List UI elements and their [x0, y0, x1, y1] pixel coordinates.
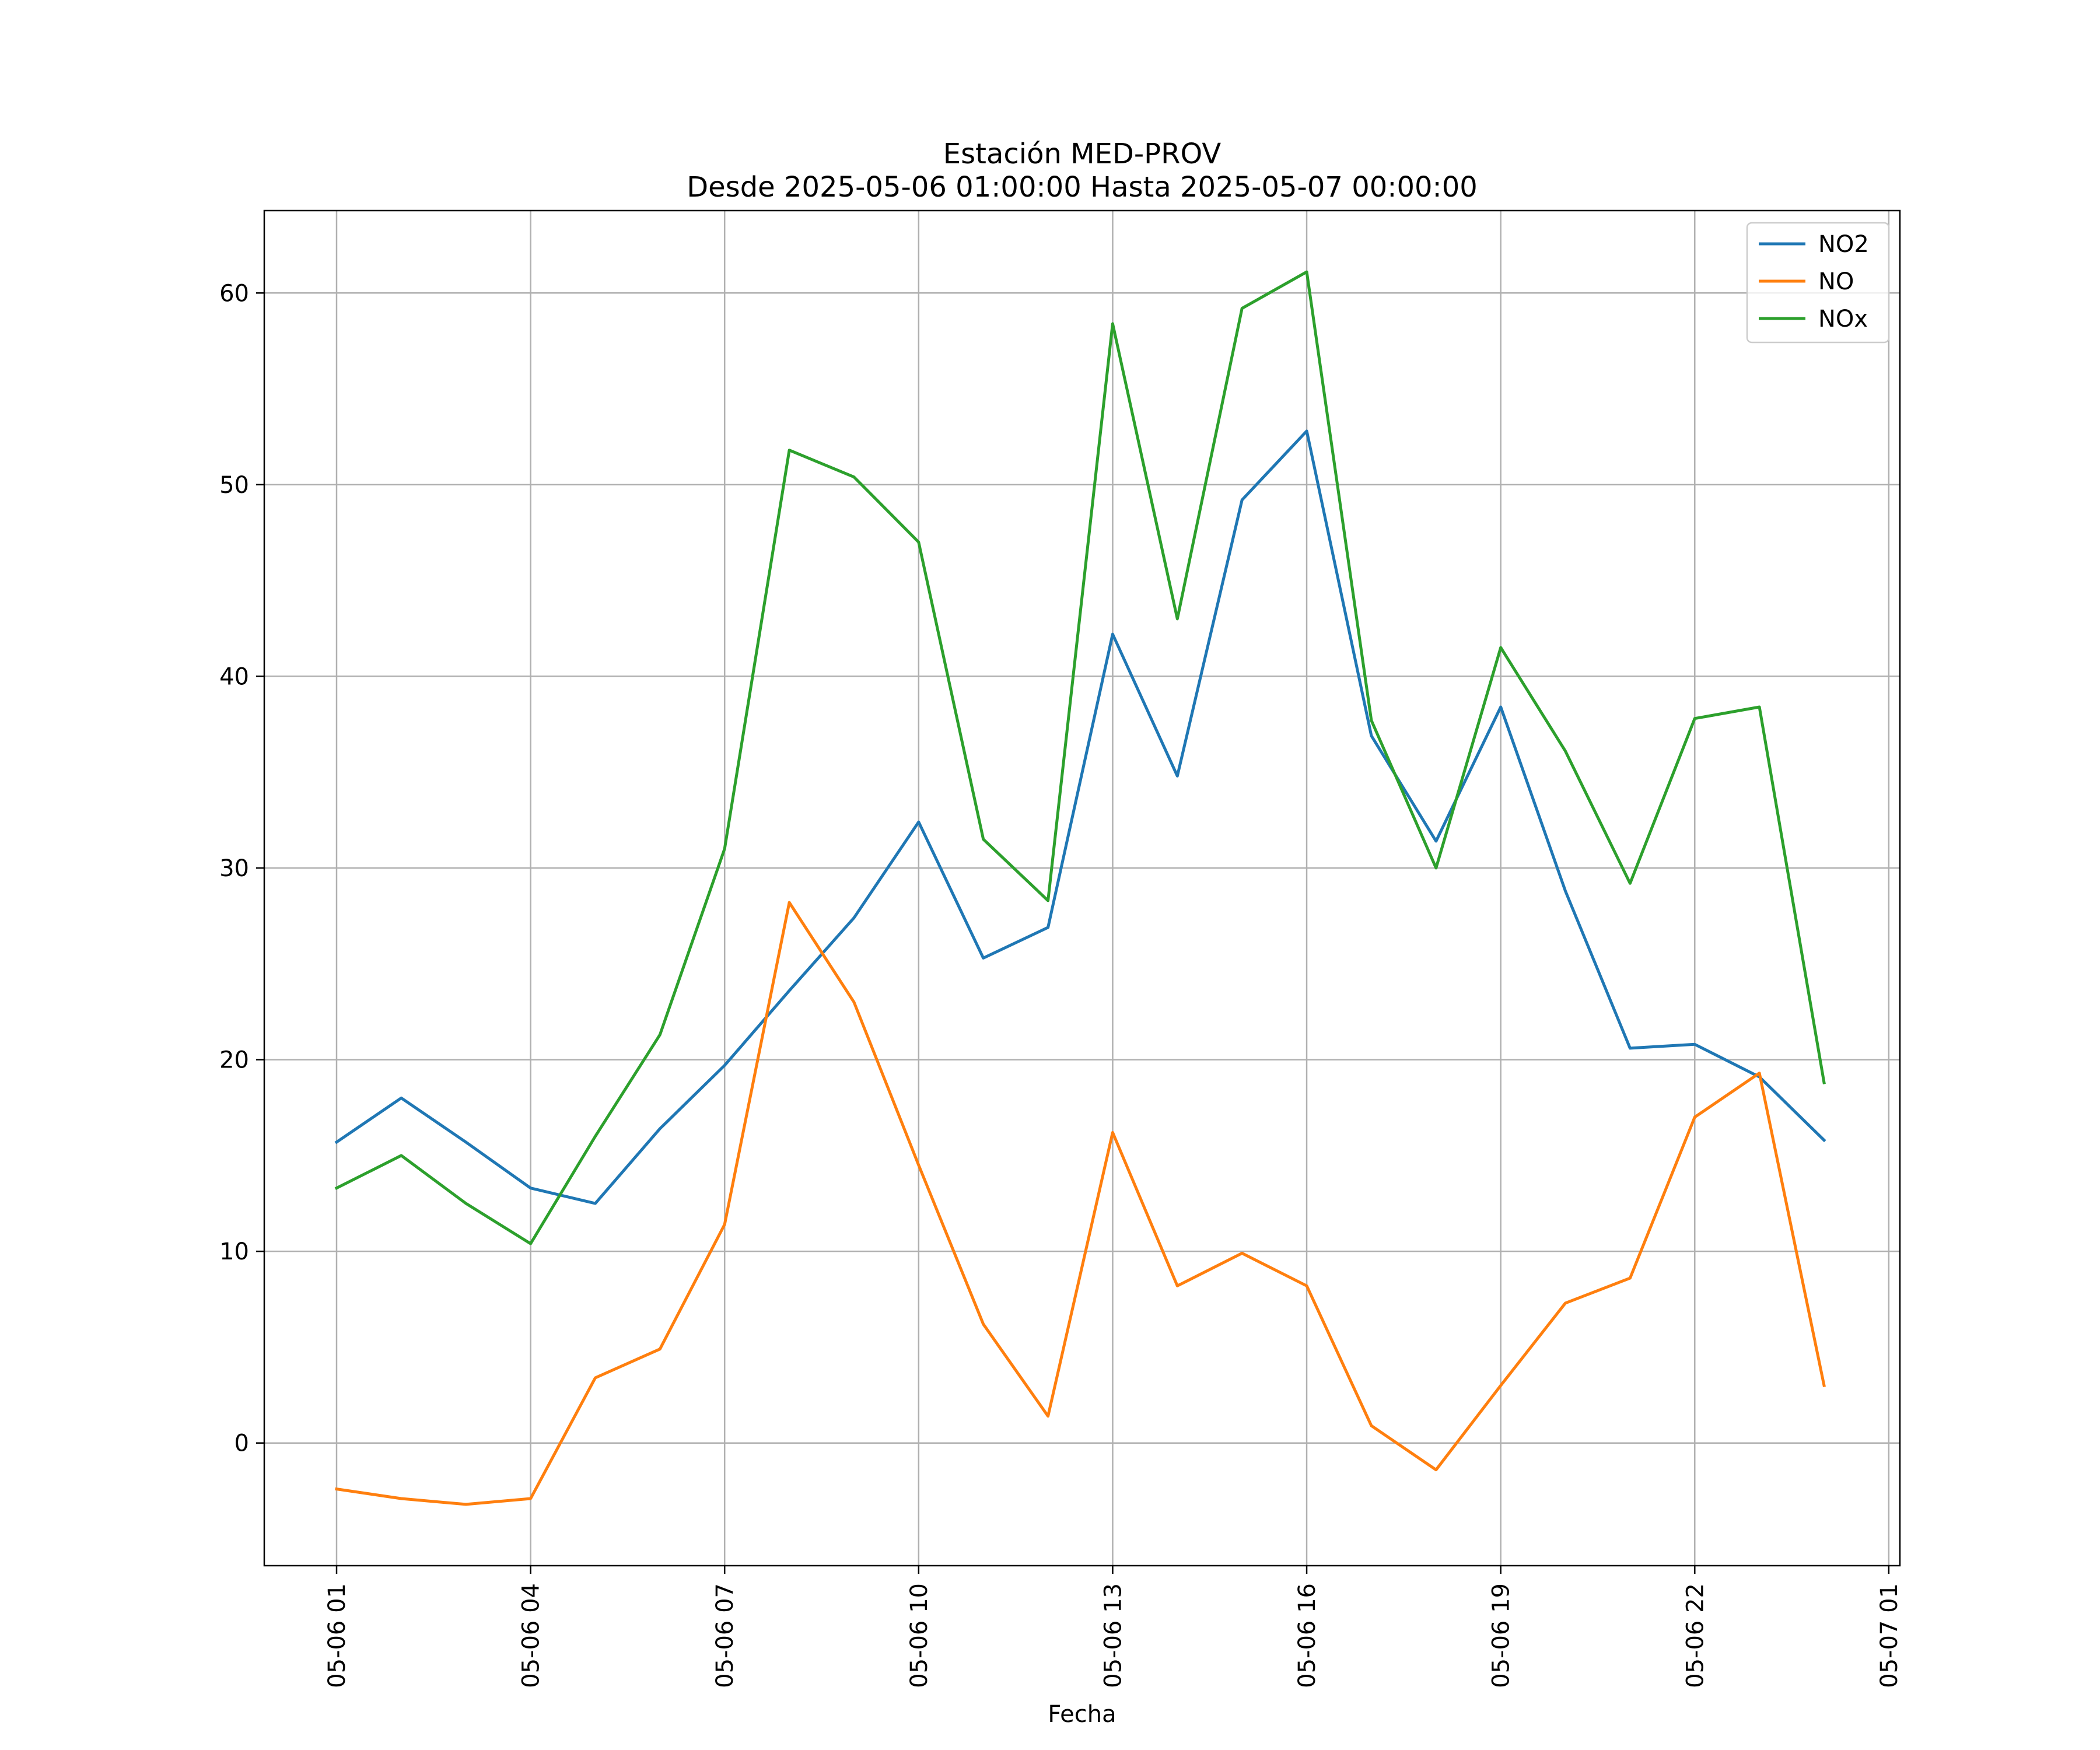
y-tick-label: 60	[219, 280, 249, 307]
x-tick-label: 05-06 07	[712, 1583, 738, 1688]
y-tick-label: 10	[219, 1238, 249, 1265]
x-axis-label: Fecha	[1048, 1701, 1116, 1728]
x-axis: 05-06 01 05-06 04 05-06 07 05-06 10 05-06 13…	[324, 1566, 1903, 1688]
y-tick-label: 30	[219, 855, 249, 882]
series-line-no2	[334, 429, 1826, 1205]
series-group	[334, 270, 1826, 1506]
y-tick-label: 40	[219, 663, 249, 690]
x-tick-label: 05-06 13	[1100, 1583, 1126, 1688]
chart-title: Estación MED-PROV	[943, 138, 1222, 170]
plot-frame	[263, 209, 1901, 1567]
legend-box	[1746, 222, 1890, 344]
x-tick-label: 05-06 04	[518, 1583, 545, 1688]
legend-label: NOx	[1818, 306, 1868, 332]
x-tick-label: 05-06 01	[324, 1583, 351, 1688]
y-axis: 0 10 20 30 40 50 60	[219, 280, 264, 1457]
legend: NO2 NO NOx	[1746, 222, 1890, 344]
legend-label: NO	[1818, 268, 1854, 295]
chart-subtitle: Desde 2025-05-06 01:00:00 Hasta 2025-05-…	[687, 171, 1478, 204]
y-tick-label: 50	[219, 472, 249, 499]
x-tick-label: 05-06 22	[1682, 1583, 1709, 1688]
legend-label: NO2	[1818, 231, 1869, 258]
x-tick-label: 05-06 16	[1294, 1583, 1321, 1688]
y-tick-label: 20	[219, 1047, 249, 1074]
x-tick-label: 05-06 19	[1488, 1583, 1515, 1688]
series-line-no	[335, 901, 1826, 1506]
y-tick-label: 0	[235, 1430, 249, 1457]
grid	[264, 211, 1900, 1566]
x-tick-label: 05-07 01	[1876, 1583, 1903, 1688]
x-tick-label: 05-06 10	[906, 1583, 933, 1688]
series-line-nox	[334, 270, 1826, 1245]
